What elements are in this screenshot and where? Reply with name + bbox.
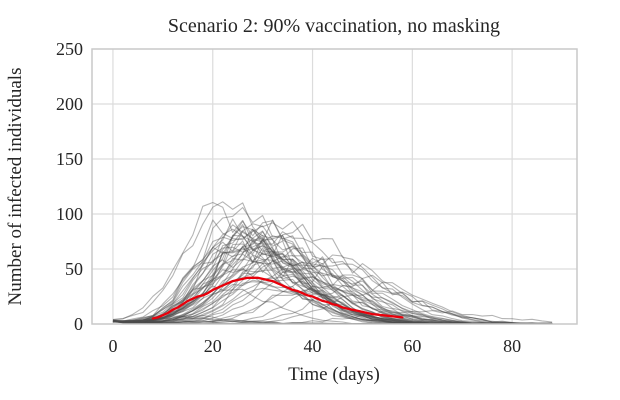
y-tick-label: 150	[56, 149, 83, 169]
y-axis-label: Number of infected individuals	[5, 68, 26, 306]
x-tick-label: 80	[503, 336, 521, 356]
plot-border	[91, 48, 578, 325]
gridlines	[92, 49, 577, 324]
x-tick-label: 0	[108, 336, 117, 356]
y-tick-label: 200	[56, 94, 83, 114]
simulation-line	[112, 231, 553, 324]
simulation-line	[112, 268, 553, 324]
chart-title: Scenario 2: 90% vaccination, no masking	[168, 15, 500, 37]
x-tick-label: 60	[403, 336, 421, 356]
x-axis-label: Time (days)	[288, 364, 380, 385]
simulation-line	[112, 254, 553, 324]
y-tick-label: 0	[74, 314, 83, 334]
x-tick-label: 20	[204, 336, 222, 356]
y-tick-label: 100	[56, 204, 83, 224]
x-tick-label: 40	[304, 336, 322, 356]
mean-line	[151, 276, 404, 320]
tick-labels: 0 20 40 60 80 0 50 100 150 200 250	[56, 39, 521, 356]
simulation-line	[112, 255, 553, 324]
y-tick-label: 50	[65, 259, 83, 279]
series-lines	[112, 201, 553, 324]
simulation-line	[112, 223, 553, 324]
y-tick-label: 250	[56, 39, 83, 59]
